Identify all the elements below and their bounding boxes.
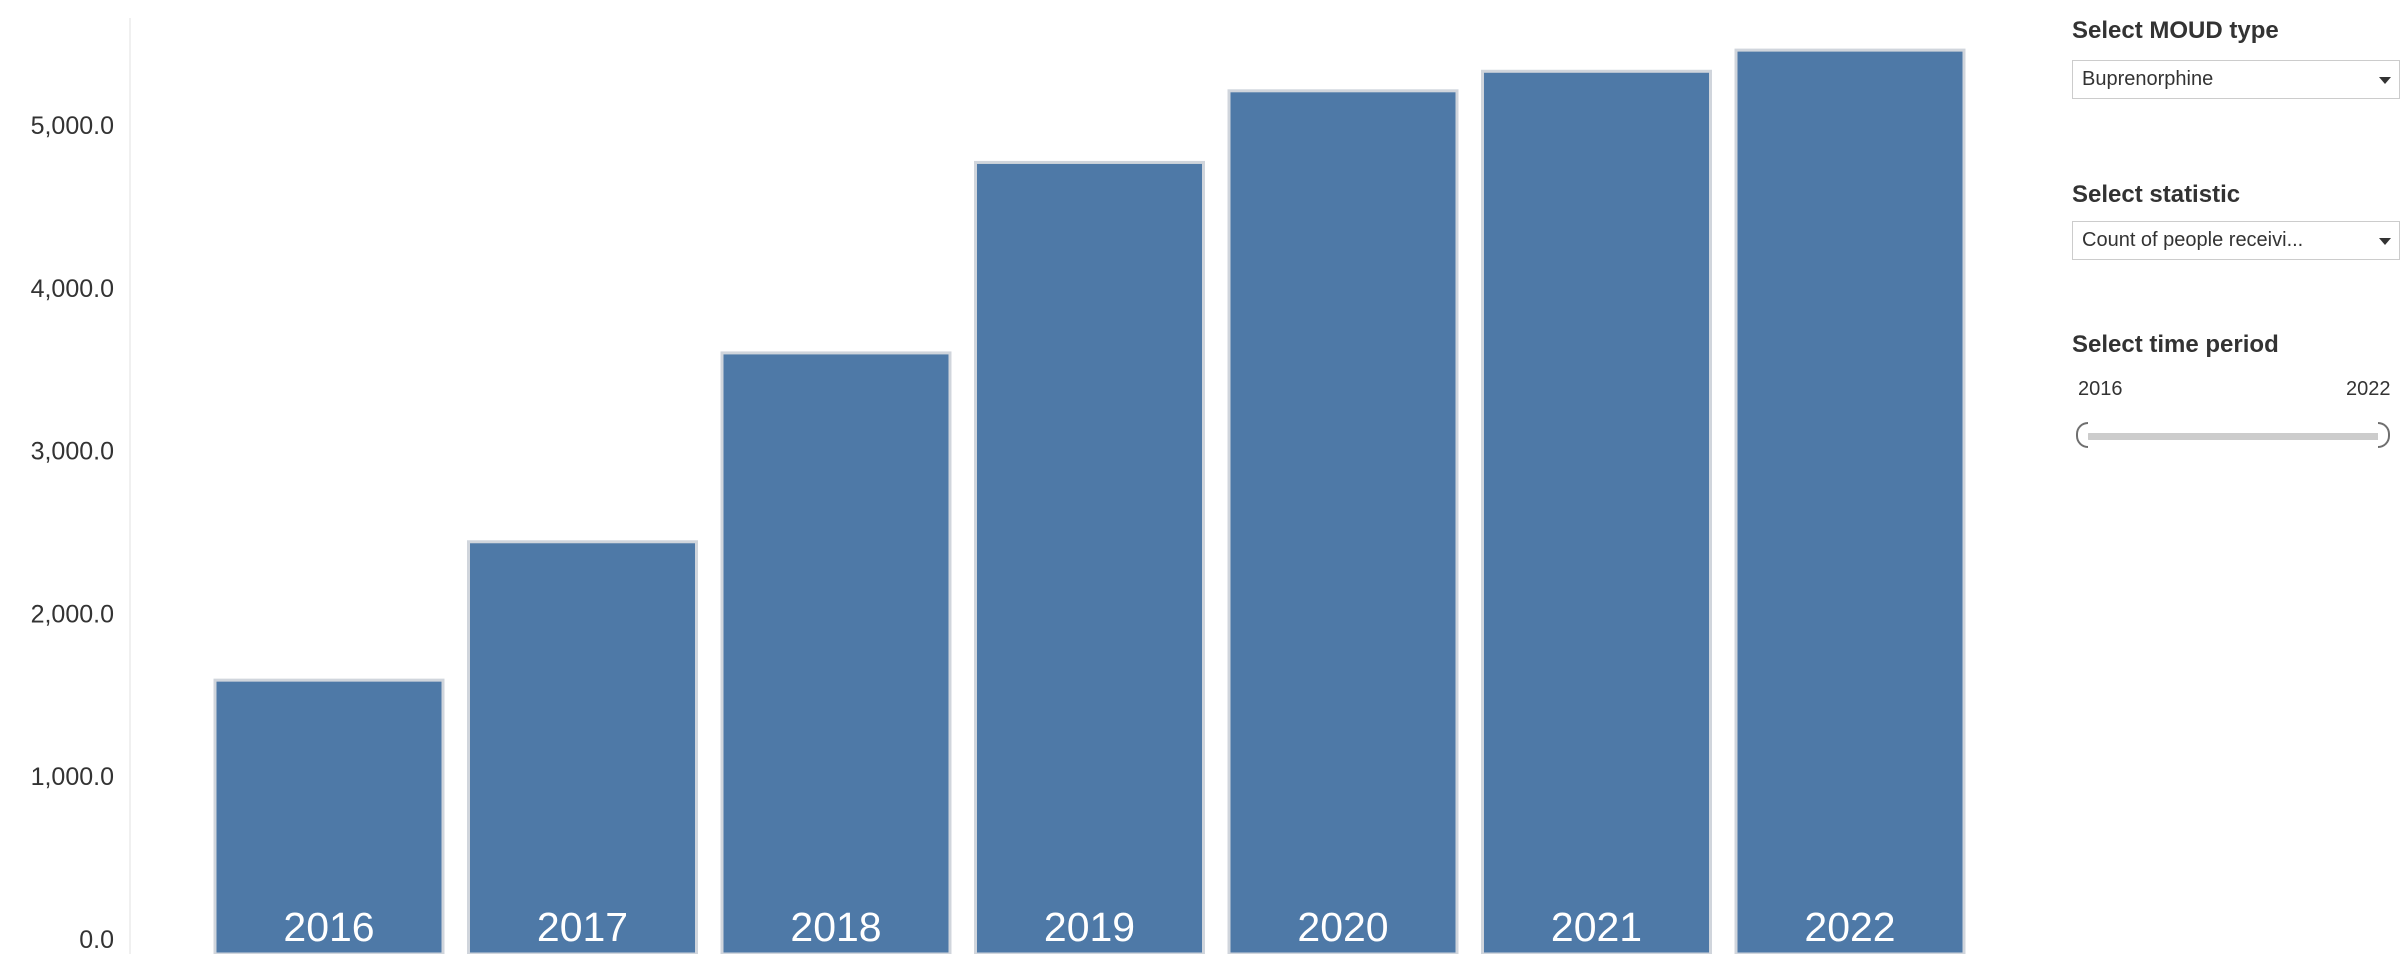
bar-2018[interactable] — [720, 351, 952, 954]
y-tick-label: 5,000.0 — [31, 112, 114, 140]
y-tick-label: 3,000.0 — [31, 438, 114, 466]
time-period-title: Select time period — [2072, 331, 2279, 358]
bar-2022[interactable] — [1734, 48, 1966, 954]
statistic-title: Select statistic — [2072, 181, 2241, 208]
bar-label-2022: 2022 — [1804, 904, 1895, 950]
y-tick-label: 2,000.0 — [31, 600, 114, 628]
bar-label-2018: 2018 — [790, 904, 881, 950]
time-period-start-label: 2016 — [2078, 378, 2123, 400]
filter-panel: Select MOUD type Buprenorphine Select st… — [2072, 0, 2402, 954]
statistic-value: Count of people receivi... — [2082, 229, 2304, 251]
statistic-dropdown[interactable]: Count of people receivi... — [2072, 221, 2400, 260]
time-period-end-handle[interactable] — [2378, 422, 2390, 448]
chevron-down-icon — [2379, 238, 2391, 245]
chevron-down-icon — [2379, 77, 2391, 84]
moud-type-dropdown[interactable]: Buprenorphine — [2072, 60, 2400, 99]
bar-chart: 0.0 1,000.0 2,000.0 3,000.0 4,000.0 5,000.0 2… — [31, 18, 1966, 954]
time-period-slider-track[interactable] — [2086, 433, 2386, 440]
bar-2020[interactable] — [1227, 89, 1459, 954]
bar-2019[interactable] — [974, 160, 1205, 954]
y-axis: 0.0 1,000.0 2,000.0 3,000.0 4,000.0 5,000.0 — [31, 112, 114, 954]
moud-type-title: Select MOUD type — [2072, 17, 2279, 44]
time-period-start-handle[interactable] — [2076, 422, 2088, 448]
bar-2017[interactable] — [467, 540, 698, 954]
bar-label-2019: 2019 — [1044, 904, 1135, 950]
bar-label-2020: 2020 — [1297, 904, 1388, 950]
moud-type-value: Buprenorphine — [2082, 68, 2214, 90]
bar-label-2016: 2016 — [283, 904, 374, 950]
bar-labels: 2016 2017 2018 2019 2020 2021 2022 — [283, 904, 1895, 950]
bar-label-2021: 2021 — [1551, 904, 1642, 950]
y-tick-label: 0.0 — [79, 926, 114, 954]
bar-2021[interactable] — [1481, 69, 1712, 954]
bar-label-2017: 2017 — [537, 904, 628, 950]
time-period-end-label: 2022 — [2346, 378, 2391, 400]
bars — [213, 48, 1966, 954]
bar-2016[interactable] — [213, 678, 445, 954]
y-tick-label: 4,000.0 — [31, 275, 114, 303]
y-tick-label: 1,000.0 — [31, 763, 114, 791]
